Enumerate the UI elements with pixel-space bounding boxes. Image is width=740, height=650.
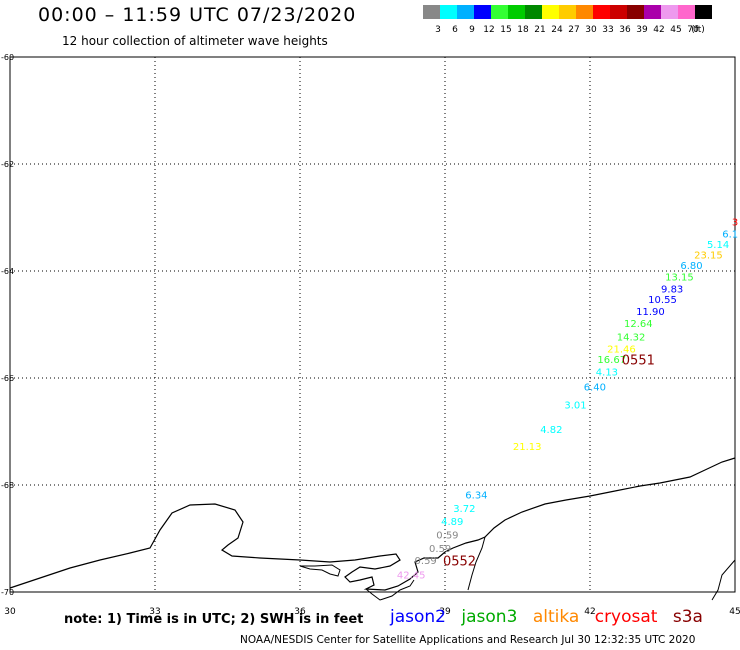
antarctic-coastline (9, 457, 736, 601)
wave-height-value: 9.83 (661, 284, 683, 295)
legend-jason2: jason2 (390, 607, 446, 627)
legend-cryosat: cryosat (594, 607, 658, 627)
wave-height-value: 13.15 (665, 273, 694, 284)
scale-label: 27 (568, 25, 579, 35)
scale-swatch (559, 5, 576, 19)
wave-height-value: 21.46 (607, 344, 636, 355)
lon-label: 39 (439, 607, 451, 617)
scale-swatch (508, 5, 525, 19)
scale-label: 42 (653, 25, 664, 35)
lat-label: -68 (1, 481, 14, 490)
lon-label: 36 (294, 607, 306, 617)
scale-label: 21 (534, 25, 545, 35)
wave-height-value: 4.82 (540, 425, 562, 436)
satellite-pass-labels: 0551 0552 (443, 354, 655, 570)
scale-swatch (457, 5, 474, 19)
scale-swatch (440, 5, 457, 19)
wave-height-value: 4.13 (596, 367, 618, 378)
lat-label: -62 (1, 160, 14, 169)
wave-height-value: 5.14 (707, 240, 729, 251)
scale-swatch (695, 5, 712, 19)
scale-swatch (423, 5, 440, 19)
scale-swatch (525, 5, 542, 19)
lat-label: -70 (1, 588, 14, 597)
lat-label: -64 (1, 267, 14, 276)
scale-label: 15 (500, 25, 511, 35)
wave-height-value: 23.15 (694, 251, 723, 262)
legend-jason3: jason3 (461, 607, 518, 627)
scale-swatch (627, 5, 644, 19)
scale-swatch (542, 5, 559, 19)
wave-height-value: 0.59 (436, 531, 458, 542)
lon-label: 42 (584, 607, 595, 617)
legend-altika: altika (532, 607, 580, 627)
wave-height-value: 21.13 (513, 442, 542, 453)
scale-label: 45 (670, 25, 681, 35)
scale-swatch (644, 5, 661, 19)
wave-height-value: 6.40 (584, 382, 606, 393)
wave-height-value: 42.45 (397, 571, 426, 582)
wave-height-value: 6.80 (680, 261, 702, 272)
scale-label: 39 (636, 25, 648, 35)
wave-height-value: 3.01 (564, 400, 586, 411)
credit-line: NOAA/NESDIS Center for Satellite Applica… (240, 634, 696, 646)
wave-height-value: 11.90 (636, 307, 665, 318)
lon-label: 33 (149, 607, 160, 617)
wave-height-value: 16.67 (597, 355, 626, 366)
scale-label: 18 (517, 25, 529, 35)
wave-height-value: 0.59 (415, 556, 437, 567)
scale-swatch (593, 5, 610, 19)
scale-swatch (576, 5, 593, 19)
scale-swatch (661, 5, 678, 19)
coastline-southeast-path (711, 559, 736, 601)
coastline-inlet-path (299, 564, 341, 577)
scale-label: 24 (551, 25, 563, 35)
scale-label: 36 (619, 25, 631, 35)
scale-swatch (474, 5, 491, 19)
lat-lon-grid: 30 33 36 39 42 45 -60 -62 -64 -66 -68 -70 (1, 53, 740, 617)
scale-label: 30 (585, 25, 597, 35)
scale-label: 12 (483, 25, 494, 35)
wave-height-value: 6.34 (465, 490, 487, 501)
coastline-path (9, 457, 736, 591)
scale-swatch (610, 5, 627, 19)
scale-label: 3 (435, 25, 441, 35)
coastline-shelf-path (365, 579, 415, 601)
scale-label: 70 (687, 25, 699, 35)
coastline-east-path (467, 536, 486, 591)
scale-label: 33 (602, 25, 613, 35)
wave-height-color-scale: 3 6 9 12 15 18 21 24 27 30 33 36 39 42 45 70(ft) (423, 5, 712, 35)
wave-height-value: 12.64 (624, 319, 653, 330)
map-title: 00:00 – 11:59 UTC 07/23/2020 (38, 4, 357, 26)
scale-unit: (ft) (691, 25, 705, 35)
pass-time-label: 0552 (443, 554, 476, 569)
lon-label: 45 (729, 607, 740, 617)
legend-s3a: s3a (672, 607, 703, 627)
wave-height-value: 6.1 (722, 229, 738, 240)
wave-height-value: 3 (732, 218, 738, 229)
map-subtitle: 12 hour collection of altimeter wave hei… (62, 34, 328, 48)
scale-label: 9 (469, 25, 475, 35)
pass-time-label: 0551 (622, 354, 655, 369)
lat-label: -60 (1, 53, 14, 62)
wave-height-value: 3.72 (453, 504, 475, 515)
scale-swatch (678, 5, 695, 19)
scale-label: 6 (452, 25, 458, 35)
wave-height-value: 10.55 (648, 295, 677, 306)
map-frame (9, 56, 736, 593)
lat-label: -66 (1, 374, 14, 383)
wave-height-value: 0.59 (429, 544, 451, 555)
footer-note: note: 1) Time is in UTC; 2) SWH is in fe… (64, 612, 364, 627)
wave-height-value: 14.32 (617, 333, 646, 344)
wave-height-value: 4.89 (441, 517, 463, 528)
lon-label: 30 (4, 607, 16, 617)
wave-height-observations: 36.15.1423.156.8013.159.8310.5511.9012.6… (397, 218, 738, 582)
scale-swatch (491, 5, 508, 19)
satellite-legend: jason2 jason3 altika cryosat s3a (390, 607, 713, 627)
